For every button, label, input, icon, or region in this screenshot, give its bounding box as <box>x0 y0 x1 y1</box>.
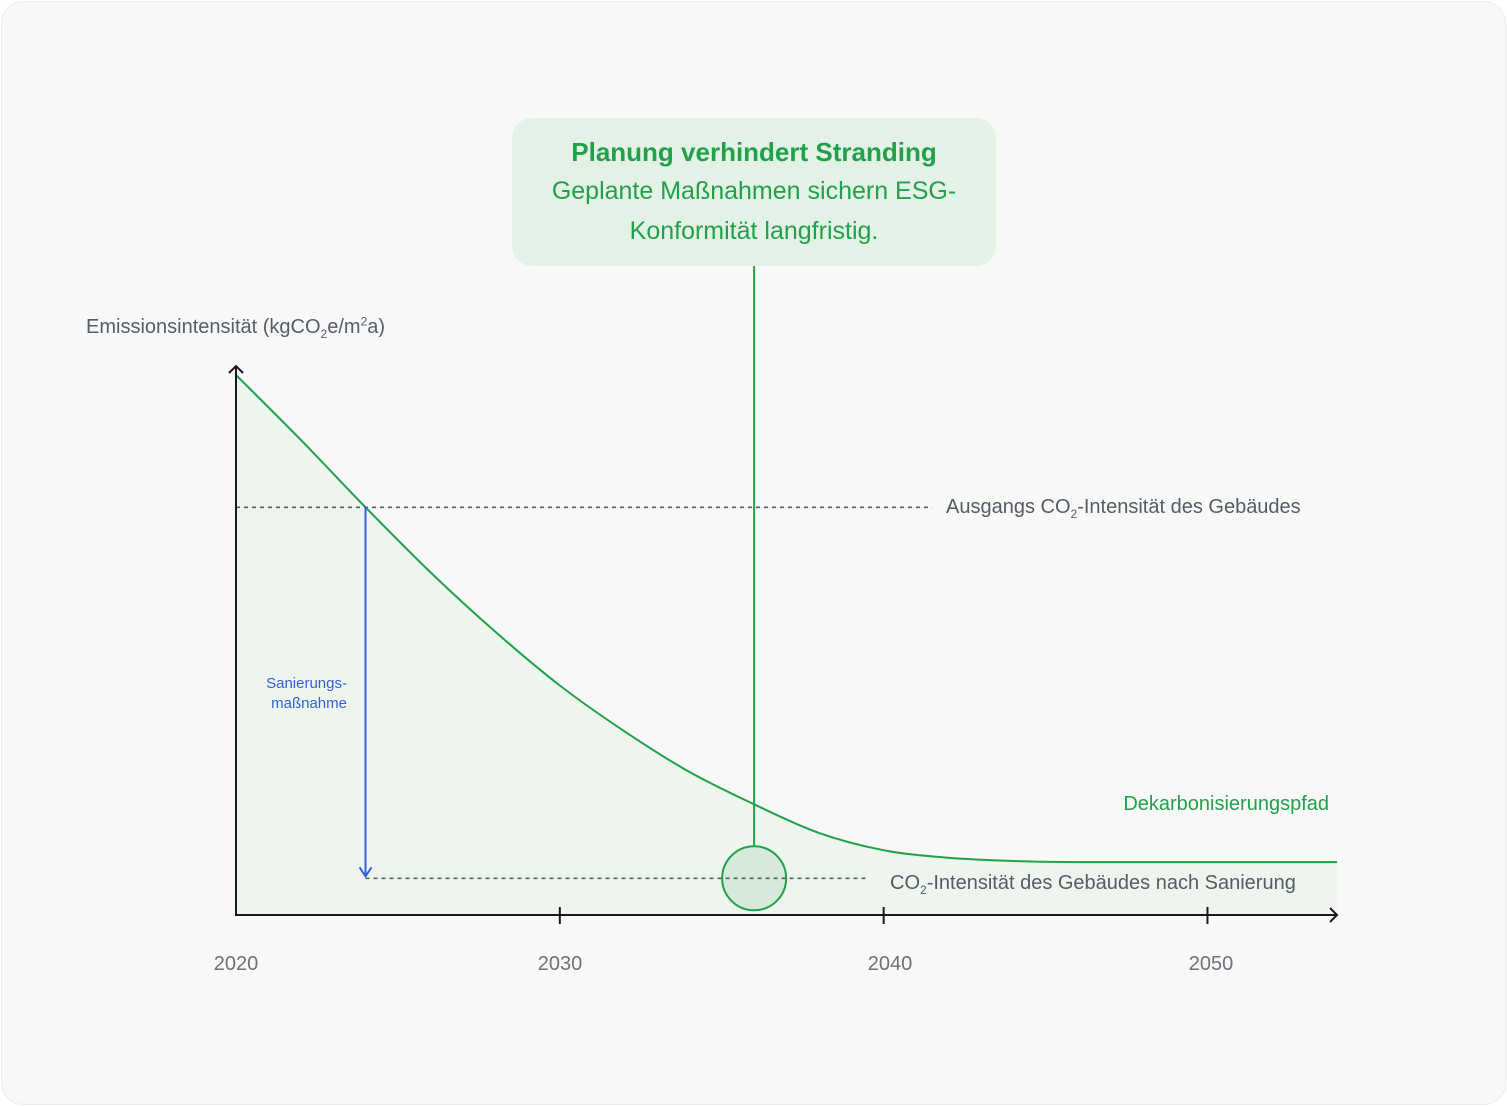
baseline-label: Ausgangs CO2-Intensität des Gebäudes <box>946 496 1301 521</box>
retrofit-label: Sanierungs- maßnahme <box>266 675 347 712</box>
x-tick-label-2040: 2040 <box>867 953 913 975</box>
callout-title: Planung verhindert Stranding <box>571 137 937 167</box>
post-retrofit-label: CO2-Intensität des Gebäudes nach Sanieru… <box>890 872 1296 897</box>
x-axis-arrowhead <box>1329 907 1339 923</box>
y-axis-label: Emissionsintensität (kgCO2e/m2a) <box>86 314 386 341</box>
retrofit-arrowhead <box>358 866 373 879</box>
x-tick-label-2030: 2030 <box>537 953 583 975</box>
callout-text: Geplante Maßnahmen sichern ESG-Konformit… <box>551 177 957 245</box>
x-tick-label-2020: 2020 <box>213 953 259 975</box>
callout-box: Planung verhindert Stranding Geplante Ma… <box>512 118 996 266</box>
stranding-marker <box>721 845 788 912</box>
series-label-dekarbonisierungspfad: Dekarbonisierungspfad <box>1123 793 1329 815</box>
y-axis-arrowhead <box>228 364 244 374</box>
x-tick-marks <box>558 907 1209 924</box>
area-fill <box>236 375 1337 915</box>
x-tick-label-2050: 2050 <box>1188 953 1234 975</box>
